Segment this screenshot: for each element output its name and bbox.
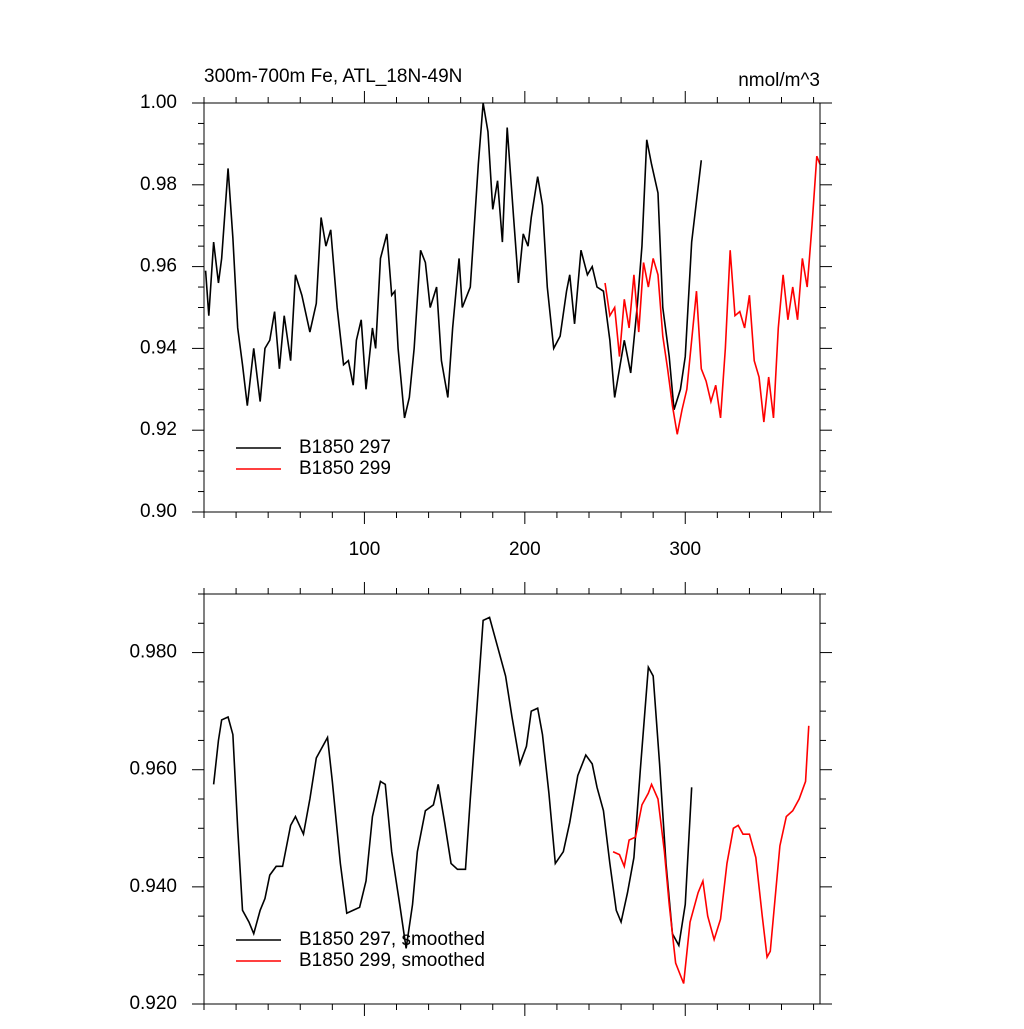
y-tick-label: 0.920 (129, 993, 177, 1014)
chart-title: 300m-700m Fe, ATL_18N-49N (204, 66, 462, 87)
y-tick-label: 0.960 (129, 759, 177, 780)
series-line (612, 725, 810, 984)
y-tick-label: 0.940 (129, 876, 177, 897)
y-tick-label: 0.94 (140, 337, 177, 358)
legend-label: B1850 299, smoothed (299, 950, 485, 971)
x-tick-label: 300 (669, 539, 701, 560)
x-tick-label: 100 (349, 539, 381, 560)
series-line (604, 155, 820, 435)
y-tick-label: 1.00 (140, 92, 177, 113)
y-tick-label: 0.96 (140, 256, 177, 277)
x-tick-label: 200 (509, 539, 541, 560)
y-tick-label: 0.90 (140, 501, 177, 522)
plot-frame (203, 593, 821, 1005)
legend-label: B1850 297, smoothed (299, 929, 485, 950)
y-tick-label: 0.92 (140, 419, 177, 440)
y-tick-label: 0.98 (140, 174, 177, 195)
y-tick-label: 0.980 (129, 642, 177, 663)
series-line (204, 103, 703, 419)
series-line (212, 616, 693, 949)
units-label: nmol/m^3 (738, 70, 820, 91)
legend-label: B1850 297 (299, 437, 391, 458)
legend-label: B1850 299 (299, 458, 391, 479)
